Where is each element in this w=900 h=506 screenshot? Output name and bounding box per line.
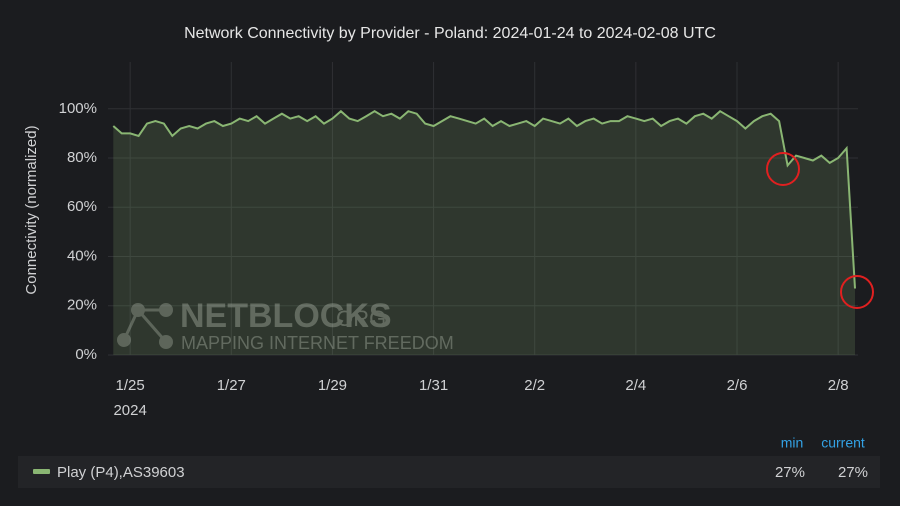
watermark-tagline: MAPPING INTERNET FREEDOM <box>181 333 454 353</box>
watermark-suffix: .ORG <box>330 306 386 331</box>
x-tick-label: 2/4 <box>625 377 646 394</box>
highlight-circle <box>840 275 874 309</box>
logo-lines <box>122 308 168 343</box>
grid: 0% 20% 40% 60% 80% 100% 1/25 1/27 1/29 1/31 2/2 2/4… <box>59 62 858 419</box>
watermark-name: NETBLOCKS <box>180 297 392 335</box>
y-tick-label: 80% <box>67 149 97 166</box>
x-tick-label: 1/27 <box>217 377 246 394</box>
x-tick-label: 2/6 <box>727 377 748 394</box>
x-tick-label: 1/25 <box>116 377 145 394</box>
plot <box>112 109 856 355</box>
x-sublabel: 2024 <box>113 402 146 419</box>
legend-row <box>18 456 880 488</box>
x-tick-label: 2/2 <box>524 377 545 394</box>
y-axis-label: Connectivity (normalized) <box>23 125 40 294</box>
highlight-circle <box>766 152 800 186</box>
y-tick-label: 100% <box>59 100 97 117</box>
x-tick-label: 1/31 <box>419 377 448 394</box>
logo-dot <box>117 333 131 347</box>
chart-title: Network Connectivity by Provider - Polan… <box>184 25 716 42</box>
watermark: NETBLOCKS .ORG MAPPING INTERNET FREEDOM <box>117 297 454 353</box>
x-tick-label: 1/29 <box>318 377 347 394</box>
legend-swatch <box>33 469 50 474</box>
logo-dot <box>159 335 173 349</box>
area <box>113 111 856 355</box>
y-tick-label: 60% <box>67 198 97 215</box>
legend-value: 27% <box>838 464 868 481</box>
legend-column-header: current <box>821 435 865 451</box>
y-tick-label: 40% <box>67 247 97 264</box>
legend-column-header: min <box>781 435 804 451</box>
line <box>112 109 856 289</box>
y-tick-label: 20% <box>67 297 97 314</box>
y-tick-label: 0% <box>75 346 97 363</box>
legend-label: Play (P4),AS39603 <box>57 464 185 481</box>
legend-value: 27% <box>775 464 805 481</box>
x-tick-label: 2/8 <box>828 377 849 394</box>
logo-dot <box>131 303 145 317</box>
logo-dot <box>159 303 173 317</box>
